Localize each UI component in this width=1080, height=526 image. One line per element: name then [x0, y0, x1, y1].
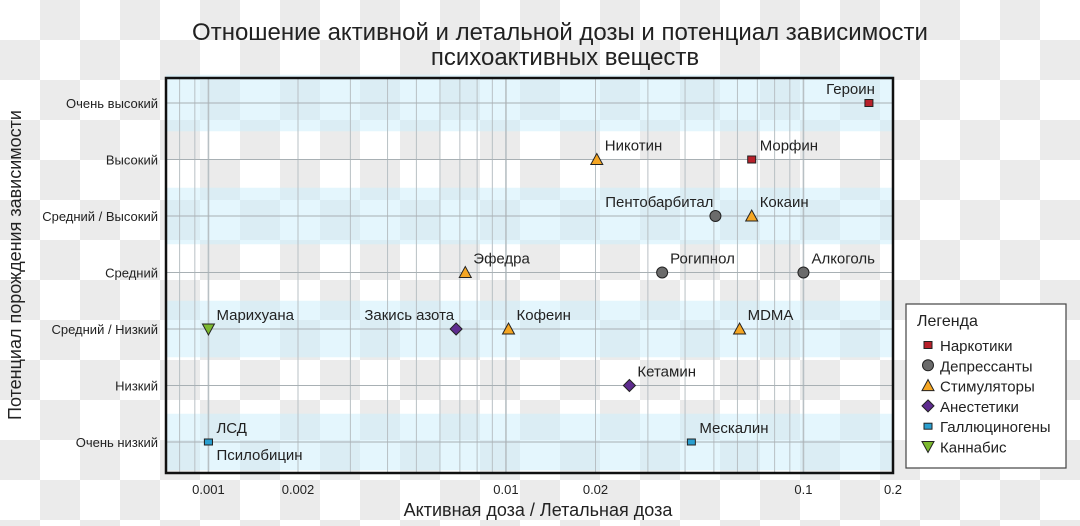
x-tick-label: 0.01: [493, 482, 518, 497]
chart-title-line-1: Отношение активной и летальной дозы и по…: [192, 19, 928, 46]
data-label: Морфин: [760, 138, 818, 155]
data-label: Пентобарбитал: [605, 194, 713, 211]
data-point: [732, 321, 747, 335]
legend-entry: Галлюциногены: [940, 419, 1051, 436]
x-tick-label: 0.1: [794, 482, 812, 497]
x-tick-label: 0.2: [884, 482, 902, 497]
y-tick-label: Средний / Высокий: [42, 209, 158, 224]
y-tick-label: Средний: [105, 266, 158, 281]
x-tick-label: 0.02: [583, 482, 608, 497]
y-tick-label: Низкий: [115, 379, 158, 394]
data-label: Кетамин: [637, 364, 696, 381]
legend: Легенда Наркотики Депрессанты Стимуляторы Ан…: [905, 303, 1067, 469]
legend-entry: Депрессанты: [940, 358, 1033, 375]
data-point: [864, 99, 874, 107]
y-tick-label: Средний / Низкий: [51, 322, 158, 337]
plot-frame: [164, 76, 895, 475]
data-point: [686, 438, 696, 446]
data-label: Рогипнол: [670, 251, 735, 268]
legend-entry: Наркотики: [940, 338, 1012, 355]
legend-title: Легенда: [917, 313, 978, 330]
plot-area: Очень низкий Низкий Средний / Низкий Средни…: [42, 74, 902, 497]
legend-entry: Каннабис: [940, 440, 1007, 457]
data-point: [449, 322, 463, 336]
data-label: Героин: [826, 81, 875, 98]
data-point: [747, 155, 757, 164]
legend-entry: Стимуляторы: [940, 379, 1035, 396]
data-point: [656, 266, 669, 279]
data-label: MDMA: [748, 307, 794, 324]
legend-marker: [921, 378, 935, 392]
data-point: [744, 208, 759, 222]
data-label: Мескалин: [699, 420, 768, 437]
data-label: Закись азота: [364, 307, 454, 324]
data-point: [458, 265, 473, 278]
data-point: [203, 438, 213, 446]
legend-entry: Анестетики: [940, 399, 1019, 416]
chart-title-line-2: психоактивных веществ: [431, 44, 699, 71]
data-point: [797, 266, 810, 279]
data-point: [201, 323, 216, 337]
x-axis-label: Активная доза / Летальная доза: [404, 500, 674, 520]
legend-box: [905, 303, 1067, 469]
legend-marker: [922, 359, 934, 372]
data-point: [622, 378, 637, 393]
legend-marker: [923, 422, 933, 430]
data-label: Кокаин: [760, 194, 809, 211]
data-label: Никотин: [605, 138, 663, 155]
data-label: Кофеин: [517, 307, 571, 324]
x-tick-label: 0.002: [282, 482, 315, 497]
data-label: Алкоголь: [811, 251, 875, 268]
data-point: [589, 152, 604, 165]
x-tick-label: 0.001: [192, 482, 225, 497]
data-label: ЛСД: [216, 420, 247, 437]
y-axis-label: Потенциал порождения зависимости: [5, 110, 25, 420]
legend-marker: [921, 399, 935, 413]
legend-marker: [923, 341, 933, 349]
data-point: [709, 210, 722, 222]
y-tick-label: Очень низкий: [76, 435, 158, 450]
legend-marker: [921, 441, 935, 454]
data-label: Эфедра: [473, 251, 530, 268]
data-point: [501, 321, 516, 335]
data-label: Псилобицин: [216, 447, 302, 464]
y-tick-label: Высокий: [106, 153, 158, 168]
y-tick-label: Очень высокий: [66, 96, 158, 111]
data-label: Марихуана: [216, 307, 294, 324]
